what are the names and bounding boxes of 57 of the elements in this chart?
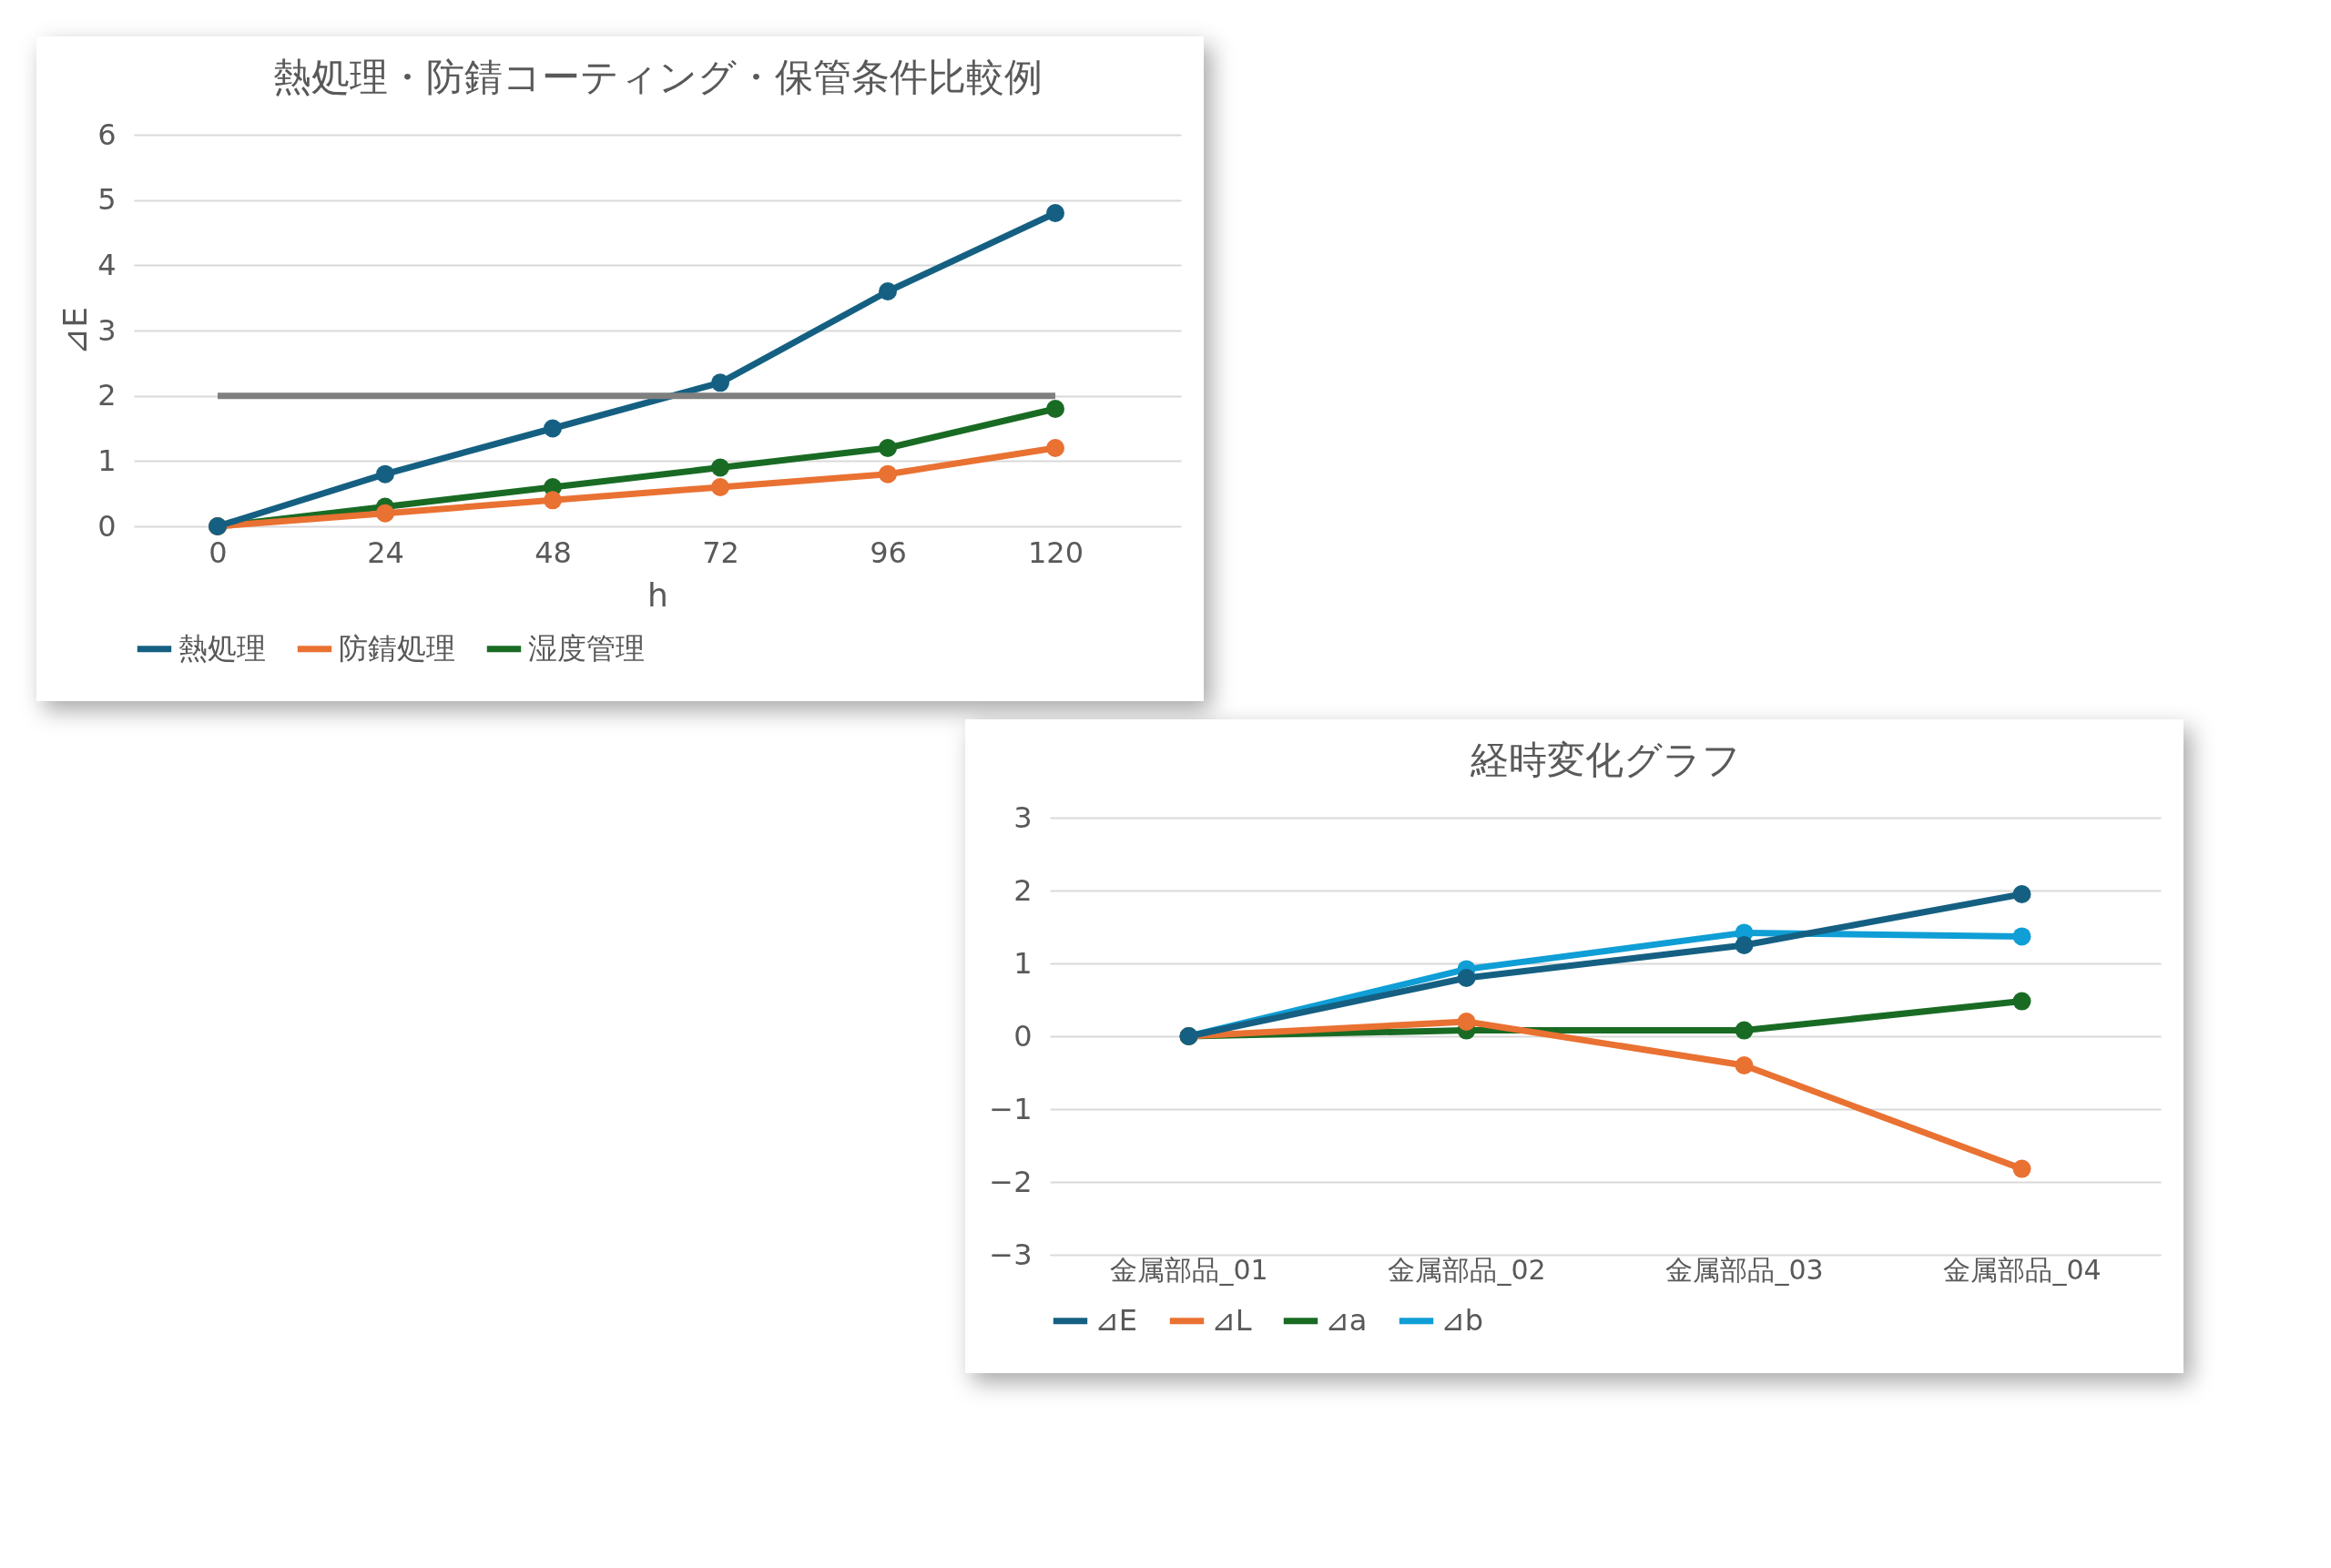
y-tick-label: 4 <box>97 247 117 282</box>
point <box>1735 1021 1754 1040</box>
legend-label: 熱処理 <box>178 630 266 666</box>
point <box>376 504 394 523</box>
y-tick-label: 5 <box>97 182 117 218</box>
point <box>1046 400 1064 418</box>
y-tick-label: −3 <box>989 1237 1033 1272</box>
y-axis-title: ⊿E <box>56 307 95 355</box>
x-tick-label: 72 <box>702 535 739 570</box>
legend-label: 防錆処理 <box>339 630 455 666</box>
x-tick-label: 0 <box>209 535 228 570</box>
legend-label: ⊿a <box>1325 1302 1368 1338</box>
x-tick-label: 金属部品_03 <box>1665 1253 1824 1286</box>
point <box>1735 1056 1754 1074</box>
x-axis-title: h <box>647 575 668 614</box>
x-tick-label: 金属部品_02 <box>1388 1253 1546 1286</box>
y-tick-label: 3 <box>97 312 117 348</box>
point <box>1457 969 1476 987</box>
x-tick-label: 24 <box>367 535 404 570</box>
point <box>1735 936 1754 954</box>
chart-title: 経時変化グラフ <box>1469 738 1741 782</box>
point <box>711 373 729 392</box>
point <box>2012 1159 2031 1178</box>
x-tick-label: 金属部品_01 <box>1110 1253 1268 1286</box>
x-tick-label: 金属部品_04 <box>1943 1253 2102 1286</box>
x-tick-label: 120 <box>1027 535 1084 570</box>
point <box>879 282 897 300</box>
legend-label: ⊿b <box>1440 1302 1484 1338</box>
x-tick-label: 48 <box>534 535 572 570</box>
legend-label: ⊿E <box>1094 1302 1138 1338</box>
y-tick-label: 0 <box>1013 1018 1033 1054</box>
y-tick-label: 6 <box>97 117 117 152</box>
point <box>544 491 562 510</box>
point <box>1046 204 1064 222</box>
y-tick-label: 1 <box>97 443 117 478</box>
y-tick-label: −2 <box>989 1164 1033 1199</box>
chart-title: 熱処理・防錆コーティング・保管条件比較例 <box>272 55 1043 99</box>
y-tick-label: 2 <box>97 378 117 413</box>
point <box>711 478 729 496</box>
point <box>1046 439 1064 457</box>
point <box>544 419 562 438</box>
point <box>376 464 394 484</box>
y-tick-label: 0 <box>97 508 117 544</box>
point <box>2012 992 2031 1011</box>
y-tick-label: −1 <box>989 1091 1033 1126</box>
y-tick-label: 1 <box>1013 945 1033 981</box>
point <box>879 464 897 484</box>
x-tick-label: 96 <box>870 535 907 570</box>
point <box>1457 1013 1476 1031</box>
legend-label: ⊿L <box>1211 1302 1252 1338</box>
point <box>879 439 897 457</box>
point <box>711 458 729 477</box>
y-tick-label: 3 <box>1013 799 1033 835</box>
point <box>2012 885 2031 903</box>
y-tick-label: 2 <box>1013 872 1033 908</box>
point <box>2012 927 2031 946</box>
legend-label: 湿度管理 <box>528 630 645 666</box>
